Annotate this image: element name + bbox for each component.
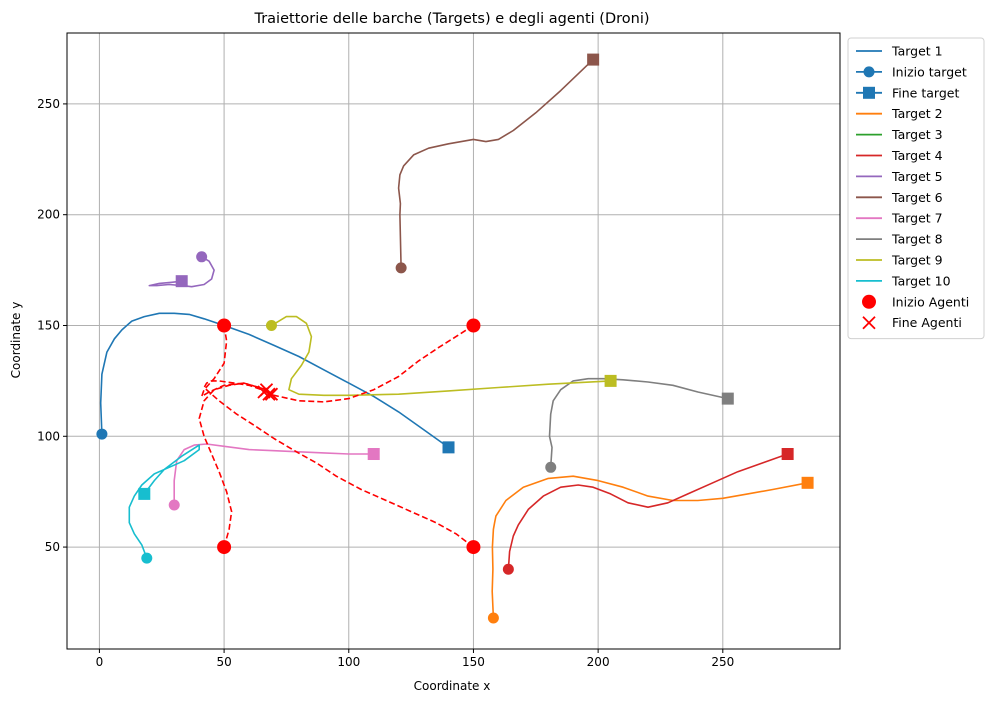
target-end-marker [721,392,734,405]
y-tick-label: 100 [37,429,60,443]
legend-label: Inizio target [892,64,967,79]
y-axis-label: Coordinate y [9,302,23,379]
plot-frame [66,32,841,650]
drone-path-2 [268,324,474,403]
x-tick-label: 250 [711,655,734,669]
axis-ticks: 0 50 100 150 200 250 50 100 150 200 250 [37,97,734,669]
legend-x-swatch [862,316,876,330]
agent-end-stroke [262,387,276,401]
legend-label: Target 10 [891,273,951,288]
y-tick-label: 50 [45,540,60,554]
series-line-target-4 [507,453,789,571]
target-start-marker [545,461,557,473]
series-line-target-6 [397,58,594,269]
target-start-marker [196,251,208,263]
legend-label: Target 1 [891,44,943,59]
series-line-target-9 [270,315,612,397]
target-end-marker [138,487,151,500]
target-start-marker [502,563,514,575]
drone-paths [198,324,474,548]
agent-end-marker [262,387,276,401]
agent-start-marker [217,540,232,555]
target-end-marker [604,374,617,387]
target-start-marker [168,499,180,511]
legend-label: Fine Agenti [892,315,962,330]
series-group [99,58,809,619]
legend-circle-swatch [862,294,876,309]
agent-start-marker [217,318,232,333]
series-line-target-1 [99,312,450,449]
grid-lines [67,33,840,649]
drone-path-4 [203,380,474,548]
legend-label: Target 3 [891,127,943,142]
x-tick-label: 0 [96,655,104,669]
markers-group [96,53,814,624]
y-tick-label: 200 [37,208,60,222]
agent-start-marker [466,540,481,555]
target-end-marker [367,448,380,461]
legend-label: Target 9 [891,253,943,268]
legend-label: Fine target [892,85,959,100]
legend-label: Target 4 [891,148,943,163]
series-line-target-7 [173,443,375,506]
target-end-marker [781,448,794,461]
x-tick-label: 200 [587,655,610,669]
legend-label: Inizio Agenti [892,294,969,309]
agent-end-stroke [264,387,279,401]
drone-path-3 [198,382,267,548]
chart-title: Traiettorie delle barche (Targets) e deg… [253,11,649,27]
legend-square-swatch [863,86,875,99]
series-line-target-2 [491,475,809,619]
agent-start-marker [466,318,481,333]
y-tick-label: 150 [37,318,60,332]
agent-end-marker [264,387,279,401]
legend-label: Target 6 [891,190,943,205]
series-line-target-8 [548,377,729,469]
legend-circle-swatch [863,66,875,78]
legend-label: Target 2 [891,106,943,121]
legend-label: Target 5 [891,169,943,184]
legend-label: Target 7 [891,211,943,226]
target-start-marker [141,552,153,564]
target-end-marker [442,441,455,454]
target-end-marker [587,53,600,66]
target-end-marker [175,275,188,288]
target-start-marker [395,262,407,274]
target-end-marker [801,476,814,489]
legend-label: Target 8 [891,232,943,247]
target-start-marker [265,319,277,331]
series-line-target-10 [128,444,200,560]
y-tick-label: 250 [37,97,60,111]
x-axis-label: Coordinate x [414,679,491,693]
x-tick-label: 150 [462,655,485,669]
legend: Target 1 Inizio target Fine target Target 2… [847,37,985,340]
target-start-marker [96,428,108,440]
x-tick-label: 100 [337,655,360,669]
target-start-marker [487,612,499,624]
x-tick-label: 50 [216,655,231,669]
